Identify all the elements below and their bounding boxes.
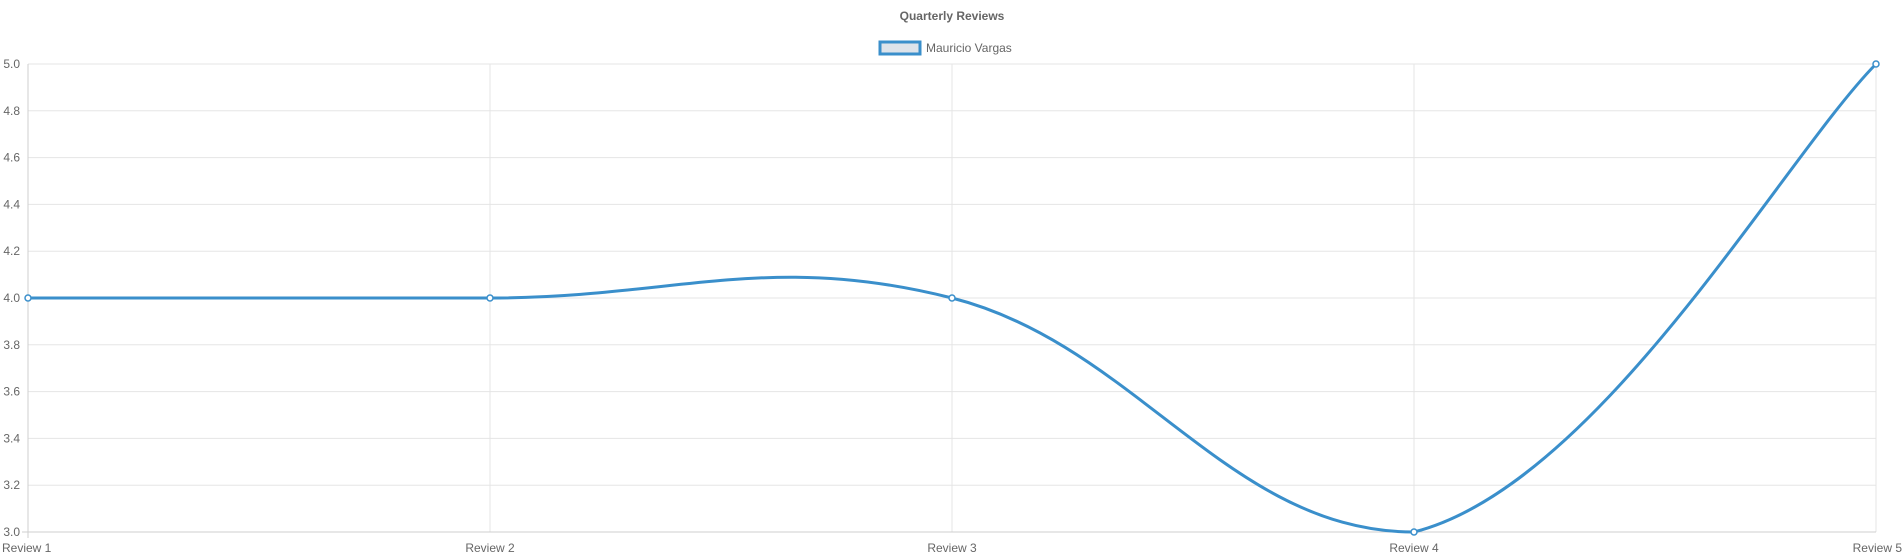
data-point[interactable] xyxy=(24,294,32,302)
y-tick-label: 4.2 xyxy=(3,244,20,258)
x-axis-ticks: Review 1 Review 2 Review 3 Review 4 Review 5 xyxy=(2,541,1902,555)
data-point[interactable] xyxy=(1410,528,1418,536)
y-tick-label: 3.6 xyxy=(3,385,20,399)
x-tick-label: Review 1 xyxy=(2,541,52,555)
data-point[interactable] xyxy=(486,294,494,302)
y-tick-label: 4.8 xyxy=(3,104,20,118)
y-tick-label: 4.0 xyxy=(3,291,20,305)
legend-swatch[interactable] xyxy=(878,40,922,56)
data-point[interactable] xyxy=(948,294,956,302)
grid-lines xyxy=(22,63,1877,538)
x-tick-label: Review 3 xyxy=(927,541,977,555)
y-tick-label: 3.2 xyxy=(3,478,20,492)
series-layer xyxy=(24,60,1880,536)
y-tick-label: 4.4 xyxy=(3,197,20,211)
y-tick-label: 3.0 xyxy=(3,525,20,539)
legend[interactable]: Mauricio Vargas xyxy=(878,40,1012,56)
y-axis-ticks: 3.0 3.2 3.4 3.6 3.8 4.0 4.2 4.4 4.6 4.8 5.0 xyxy=(3,57,20,539)
chart-title: Quarterly Reviews xyxy=(900,9,1005,23)
data-point[interactable] xyxy=(1872,60,1880,68)
x-tick-label: Review 4 xyxy=(1389,541,1439,555)
y-tick-label: 3.4 xyxy=(3,431,20,445)
x-tick-label: Review 2 xyxy=(465,541,515,555)
series-line xyxy=(27,62,1878,534)
y-tick-label: 3.8 xyxy=(3,338,20,352)
x-tick-label: Review 5 xyxy=(1853,541,1903,555)
y-tick-label: 4.6 xyxy=(3,151,20,165)
y-tick-label: 5.0 xyxy=(3,57,20,71)
legend-label[interactable]: Mauricio Vargas xyxy=(926,41,1012,55)
